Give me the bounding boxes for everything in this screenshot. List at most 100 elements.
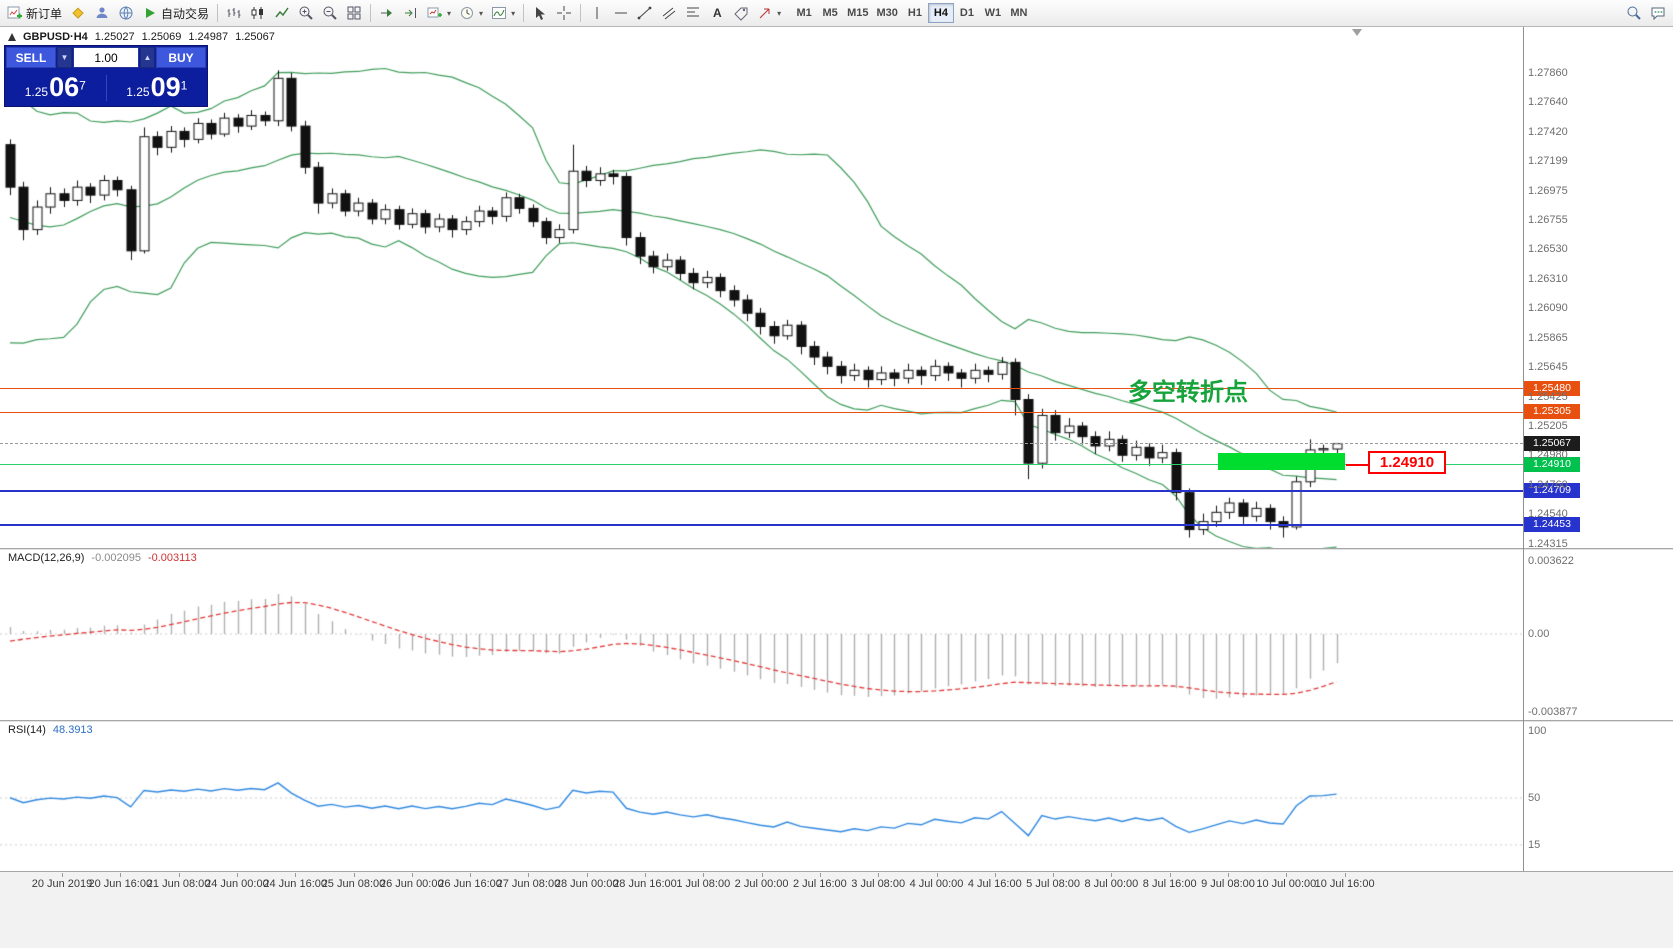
macd-name: MACD(12,26,9) xyxy=(8,552,85,564)
fibonacci-tool-button[interactable] xyxy=(681,2,705,24)
sell-price[interactable]: 1.25067 xyxy=(5,74,106,101)
toolbar-separator xyxy=(523,4,525,22)
arrows-dropdown[interactable]: ▾ xyxy=(753,2,785,24)
chart-ohlc-header: GBPUSD·H4 1.25027 1.25069 1.24987 1.2506… xyxy=(8,31,275,43)
time-axis-label: 2 Jul 00:00 xyxy=(734,878,789,890)
auto-scroll-button[interactable] xyxy=(375,2,399,24)
price-chart-canvas[interactable] xyxy=(0,27,1673,872)
buy-button[interactable]: BUY xyxy=(156,47,206,68)
timeframe-m1-button[interactable]: M1 xyxy=(791,3,817,23)
time-axis-label: 9 Jul 08:00 xyxy=(1201,878,1255,890)
time-axis-tick xyxy=(1053,873,1055,877)
time-axis-label: 1 Jul 08:00 xyxy=(676,878,731,890)
vertical-line-tool-button[interactable] xyxy=(585,2,609,24)
time-axis: 20 Jun 2019 20 Jun 16:00 21 Jun 08:00 24 Ju… xyxy=(0,871,1673,948)
chevron-down-icon: ▾ xyxy=(777,8,782,18)
buy-price-main: 09 xyxy=(150,72,181,102)
arrow-draw-icon xyxy=(757,5,773,21)
channel-tool-button[interactable] xyxy=(657,2,681,24)
time-axis-label: 4 Jul 00:00 xyxy=(909,878,964,890)
globe-icon xyxy=(118,5,134,21)
time-axis-label: 28 Jun 16:00 xyxy=(613,878,677,890)
cursor-tool-button[interactable] xyxy=(528,2,552,24)
chevron-down-icon: ▾ xyxy=(479,8,484,18)
time-axis-label: 2 Jul 16:00 xyxy=(792,878,847,890)
rsi-indicator-label: RSI(14) 48.3913 xyxy=(8,724,93,736)
crosshair-icon xyxy=(556,5,572,21)
label-tool-button[interactable] xyxy=(729,2,753,24)
chart-shift-button[interactable] xyxy=(399,2,423,24)
chart-shift-marker[interactable] xyxy=(1352,29,1362,36)
turning-point-annotation[interactable]: 多空转折点 xyxy=(1128,378,1248,406)
zoom-out-icon xyxy=(322,5,338,21)
horizontal-line-icon xyxy=(613,5,629,21)
one-click-trading-panel: SELL ▼ ▲ BUY 1.25067 1.25091 xyxy=(4,45,208,107)
crosshair-tool-button[interactable] xyxy=(552,2,576,24)
autotrading-button[interactable]: 自动交易 xyxy=(138,2,213,24)
yellow-diamond-icon xyxy=(70,5,86,21)
time-axis-tick xyxy=(528,873,530,877)
price-flag-tick xyxy=(1346,463,1368,466)
buy-price[interactable]: 1.25091 xyxy=(107,74,208,101)
panel-separator-macd-rsi[interactable] xyxy=(0,720,1673,722)
time-axis-label: 8 Jul 00:00 xyxy=(1084,878,1139,890)
rsi-value: 48.3913 xyxy=(52,724,93,736)
timeframe-m5-button[interactable]: M5 xyxy=(817,3,843,23)
periods-dropdown[interactable]: ▾ xyxy=(455,2,487,24)
market-button[interactable] xyxy=(114,2,138,24)
timeframe-h4-button[interactable]: H4 xyxy=(927,3,954,23)
user-profile-button[interactable] xyxy=(90,2,114,24)
bid-ask-row: 1.25067 1.25091 xyxy=(5,69,207,106)
chart-shift-icon xyxy=(403,5,419,21)
label-icon xyxy=(733,5,749,21)
sell-price-prefix: 1.25 xyxy=(24,85,49,99)
line-chart-icon xyxy=(274,5,290,21)
chat-button[interactable] xyxy=(1646,2,1670,24)
text-tool-button[interactable]: A xyxy=(705,2,729,24)
volume-input[interactable] xyxy=(73,47,139,68)
toolbar-separator xyxy=(217,4,219,22)
fibonacci-icon xyxy=(685,5,701,21)
svg-text:A: A xyxy=(713,6,722,20)
indicators-dropdown[interactable]: ▾ xyxy=(487,2,519,24)
new-chart-dropdown[interactable]: ▾ xyxy=(423,2,455,24)
horizontal-line-tool-button[interactable] xyxy=(609,2,633,24)
timeframe-m15-button[interactable]: M15 xyxy=(843,3,872,23)
new-order-icon xyxy=(7,5,23,21)
timeframe-h1-button[interactable]: H1 xyxy=(902,3,928,23)
sell-button[interactable]: SELL xyxy=(6,47,56,68)
chart-symbol-label: GBPUSD·H4 xyxy=(23,31,88,43)
time-axis-tick xyxy=(353,873,355,877)
tile-windows-button[interactable] xyxy=(342,2,366,24)
mql-community-button[interactable] xyxy=(66,2,90,24)
price-flag-label[interactable]: 1.24910 xyxy=(1368,451,1446,474)
symbol-trend-icon xyxy=(8,33,16,41)
time-axis-tick xyxy=(1169,873,1171,877)
time-axis-tick xyxy=(62,873,63,877)
time-axis-tick xyxy=(761,873,763,877)
candlestick-chart-button[interactable] xyxy=(246,2,270,24)
time-axis-tick xyxy=(178,873,180,877)
timeframe-d1-button[interactable]: D1 xyxy=(954,3,980,23)
time-axis-label: 24 Jun 16:00 xyxy=(263,878,327,890)
zoom-in-button[interactable] xyxy=(294,2,318,24)
trendline-tool-button[interactable] xyxy=(633,2,657,24)
bar-chart-button[interactable] xyxy=(222,2,246,24)
new-order-button[interactable]: 新订单 xyxy=(3,2,66,24)
volume-increase-button[interactable]: ▲ xyxy=(140,47,155,68)
zoom-out-button[interactable] xyxy=(318,2,342,24)
time-axis-label: 10 Jul 00:00 xyxy=(1256,878,1317,890)
timeframe-m30-button[interactable]: M30 xyxy=(873,3,902,23)
periods-clock-icon xyxy=(459,5,475,21)
time-axis-tick xyxy=(703,873,705,877)
line-chart-button[interactable] xyxy=(270,2,294,24)
time-axis-label: 8 Jul 16:00 xyxy=(1142,878,1197,890)
timeframe-mn-button[interactable]: MN xyxy=(1006,3,1032,23)
search-button[interactable] xyxy=(1622,2,1646,24)
panel-separator-main-macd[interactable] xyxy=(0,548,1673,550)
time-axis-label: 10 Jul 16:00 xyxy=(1314,878,1375,890)
time-axis-tick xyxy=(236,873,238,877)
timeframe-w1-button[interactable]: W1 xyxy=(980,3,1006,23)
ohlc-high: 1.25069 xyxy=(141,31,182,43)
volume-decrease-button[interactable]: ▼ xyxy=(57,47,72,68)
